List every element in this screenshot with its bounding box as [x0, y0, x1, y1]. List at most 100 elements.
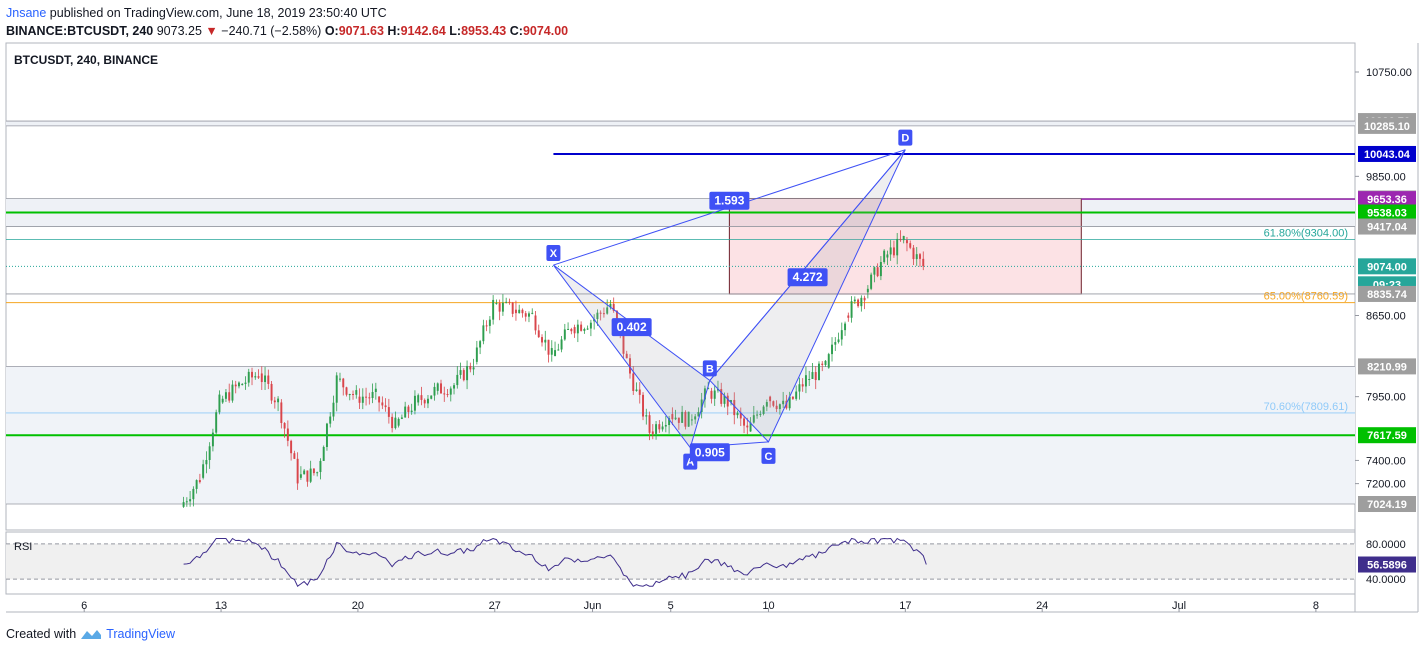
- candle-body: [775, 405, 778, 410]
- candle-body: [475, 347, 478, 362]
- candle-body: [736, 412, 739, 416]
- x-tick-label: Jun: [584, 600, 602, 612]
- candle-body: [234, 384, 237, 387]
- candle-body: [332, 402, 335, 417]
- price-level-badge: 9538.03: [1358, 204, 1416, 221]
- candle-body: [661, 426, 664, 430]
- candle-body: [378, 396, 381, 403]
- pattern-ratio-badge: [787, 268, 828, 287]
- tradingview-logo-icon: [81, 630, 102, 639]
- candle-body: [707, 388, 710, 390]
- candle-body: [547, 339, 550, 355]
- candle-body: [655, 424, 658, 434]
- candle-body: [570, 328, 573, 332]
- pattern-ratio: 1.593: [709, 191, 750, 210]
- pattern-point-label: X: [550, 248, 558, 260]
- candle-body: [811, 372, 814, 380]
- candle-body: [791, 396, 794, 399]
- candle-body: [238, 382, 240, 387]
- pattern-point-label: D: [901, 133, 909, 145]
- last-price: 9073.25: [156, 24, 202, 38]
- candle-body: [303, 470, 306, 475]
- x-tick-label: 5: [668, 600, 674, 612]
- candle-body: [283, 423, 286, 429]
- candle-body: [534, 315, 537, 331]
- price-level-badge-label: 9538.03: [1367, 208, 1407, 220]
- candle-body: [804, 375, 807, 387]
- candle-body: [466, 365, 469, 381]
- candle-body: [198, 480, 201, 483]
- candle-body: [231, 384, 234, 401]
- low-value: 8953.43: [461, 24, 507, 38]
- candle-body: [325, 423, 328, 448]
- x-tick-label: 17: [899, 600, 911, 612]
- candle-body: [638, 389, 641, 395]
- pattern-ratio-badge: [709, 191, 750, 210]
- symbol-label: BINANCE:BTCUSDT, 240: [6, 24, 154, 38]
- price-level-badge: 10285.10: [1358, 117, 1416, 134]
- candle-body: [488, 319, 491, 326]
- fib-label: 70.60%(7809.61): [1264, 401, 1348, 413]
- price-level-badge-bg: [1358, 204, 1416, 221]
- candle-body: [501, 302, 504, 312]
- candle-body: [420, 395, 423, 400]
- candle-body: [730, 399, 732, 403]
- candle-body: [866, 288, 869, 293]
- candle-body: [544, 339, 547, 343]
- candle-body: [795, 391, 798, 399]
- candle-body: [208, 446, 211, 461]
- candle-body: [358, 396, 361, 403]
- pattern-ratio: 0.402: [611, 318, 652, 337]
- price-level-badge-bg: [1358, 496, 1416, 513]
- candle-body: [602, 313, 605, 315]
- candle-body: [456, 374, 459, 386]
- price-level-badge: 7617.59: [1358, 427, 1416, 444]
- fib-label: 61.80%(9304.00): [1264, 228, 1348, 240]
- candle-body: [886, 254, 889, 258]
- candle-body: [723, 395, 726, 404]
- candle-body: [433, 386, 436, 396]
- candle-body: [889, 247, 892, 255]
- candle-body: [687, 411, 690, 427]
- candle-body: [482, 325, 485, 342]
- pattern-point-x: X: [546, 245, 561, 262]
- candle-body: [280, 402, 283, 424]
- candle-body: [642, 394, 645, 417]
- tradingview-brand-link[interactable]: TradingView: [106, 627, 175, 641]
- price-level-badge-label: 7617.59: [1367, 430, 1407, 442]
- open-value: 9071.63: [338, 24, 384, 38]
- candle-body: [567, 328, 570, 330]
- top-band: [6, 121, 1355, 126]
- candle-body: [912, 247, 915, 260]
- candle-body: [202, 464, 205, 478]
- candle-body: [511, 302, 514, 314]
- candle-body: [430, 395, 433, 399]
- candle-body: [606, 307, 609, 314]
- candle-body: [189, 499, 192, 502]
- candle-body: [850, 301, 853, 318]
- published-text: published on TradingView.com, June 18, 2…: [49, 6, 387, 20]
- candle-body: [309, 468, 312, 482]
- candle-body: [857, 299, 860, 307]
- candle-body: [299, 474, 302, 478]
- candle-body: [557, 349, 560, 351]
- candle-body: [322, 447, 325, 461]
- candle-body: [632, 373, 635, 391]
- candle-body: [541, 337, 543, 343]
- candle-body: [583, 328, 586, 331]
- candle-body: [834, 342, 837, 345]
- candle-body: [684, 411, 687, 427]
- candle-body: [915, 254, 918, 260]
- rsi-value-badge: 56.5896: [1358, 556, 1416, 573]
- candle-body: [492, 299, 495, 320]
- candle-body: [746, 425, 749, 428]
- price-level-badge-bg: [1358, 191, 1416, 208]
- author-link[interactable]: Jnsane: [6, 6, 47, 20]
- candle-body: [769, 396, 772, 402]
- pattern-point-b: B: [702, 360, 717, 377]
- candle-body: [560, 339, 563, 350]
- candle-body: [348, 394, 351, 396]
- candle-body: [892, 247, 895, 256]
- candle-body: [215, 412, 218, 433]
- candle-body: [290, 440, 293, 454]
